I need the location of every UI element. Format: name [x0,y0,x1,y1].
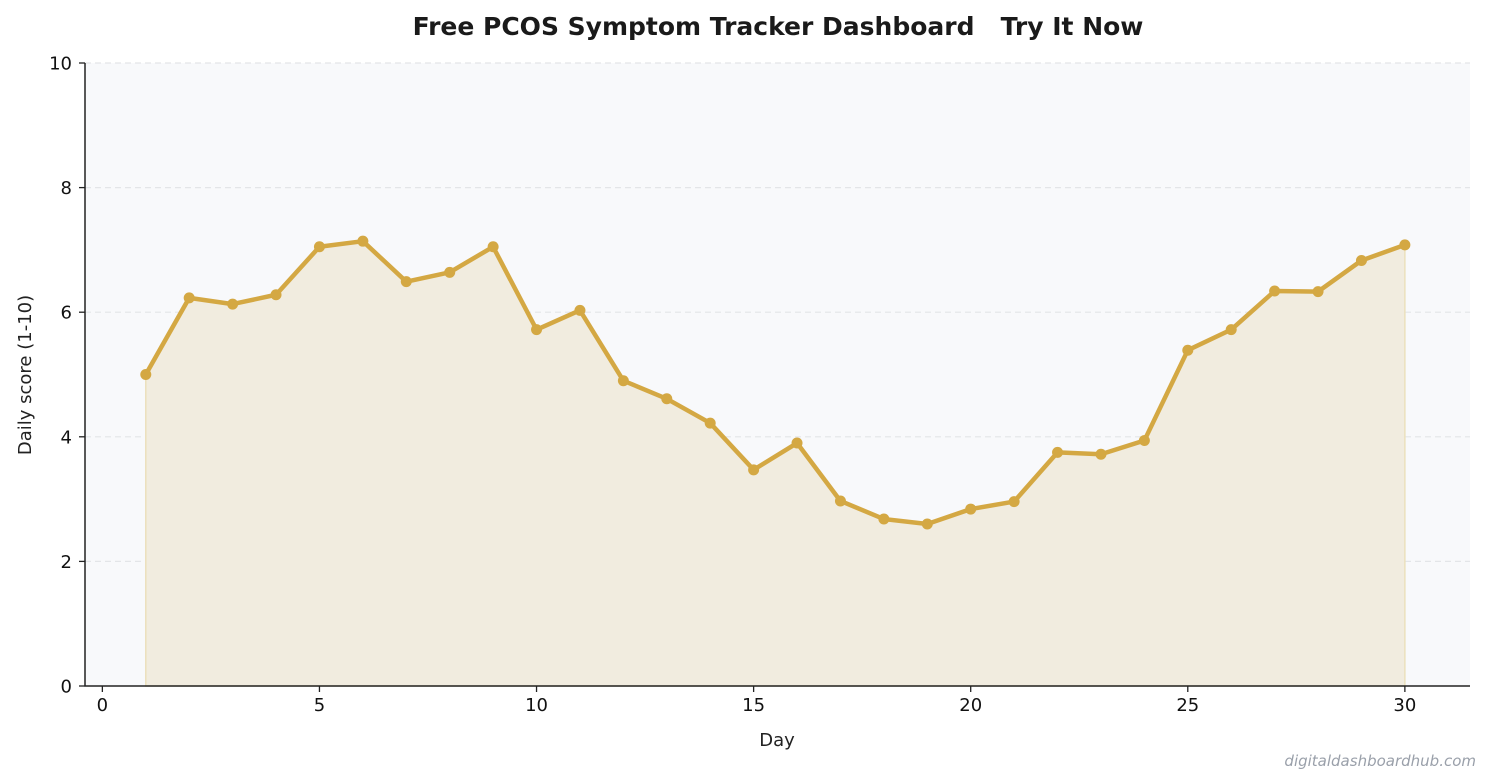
x-axis-label: Day [759,730,795,751]
series-line [143,238,1408,527]
data-point-day-10 [531,324,543,336]
data-point-day-13 [661,393,673,405]
x-tick-label-0: 0 [97,695,108,716]
data-point-day-27 [1269,285,1281,297]
data-point-day-26 [1225,324,1237,336]
chart-title: Free PCOS Symptom Tracker Dashboard Try … [413,12,1144,41]
x-tick-label-10: 10 [525,695,548,716]
data-point-day-7 [400,276,412,288]
x-tick-label-15: 15 [742,695,765,716]
watermark: digitaldashboardhub.com [1284,752,1476,770]
data-point-day-4 [270,289,282,301]
x-tick-label-20: 20 [959,695,982,716]
y-tick-label-2: 2 [61,552,72,573]
data-point-day-24 [1138,435,1150,447]
data-point-day-14 [704,417,716,429]
data-point-day-18 [878,513,890,525]
data-point-day-21 [1008,496,1020,508]
data-point-day-11 [574,304,586,316]
data-point-day-29 [1355,254,1367,266]
y-tick-label-4: 4 [61,427,72,448]
data-point-day-23 [1095,448,1107,460]
y-axis-label: Daily score (1-10) [15,295,36,455]
data-point-day-17 [834,495,846,507]
data-points [140,235,1411,530]
x-tick-label-5: 5 [314,695,325,716]
data-point-day-25 [1182,344,1194,356]
data-point-day-6 [357,235,369,247]
data-point-day-3 [227,298,239,310]
x-axis-ticks: 0 5 10 15 20 25 30 [97,686,1416,716]
data-point-day-19 [921,518,933,530]
data-point-day-30 [1399,239,1411,251]
y-tick-label-8: 8 [61,178,72,199]
data-point-day-22 [1052,446,1064,458]
data-point-day-28 [1312,286,1324,298]
data-point-day-15 [748,464,760,476]
data-point-day-9 [487,241,499,253]
y-axis-ticks: 0 2 4 6 8 10 [49,54,85,698]
data-point-day-8 [444,266,456,278]
x-tick-label-30: 30 [1393,695,1416,716]
data-point-day-2 [183,292,195,304]
data-point-day-5 [313,241,325,253]
y-tick-label-6: 6 [61,303,72,324]
y-tick-label-0: 0 [61,677,72,698]
data-point-day-20 [965,503,977,515]
x-tick-label-25: 25 [1176,695,1199,716]
data-point-day-12 [617,375,629,387]
data-point-day-1 [140,369,152,380]
y-tick-label-10: 10 [49,54,72,75]
data-point-day-16 [791,437,803,449]
